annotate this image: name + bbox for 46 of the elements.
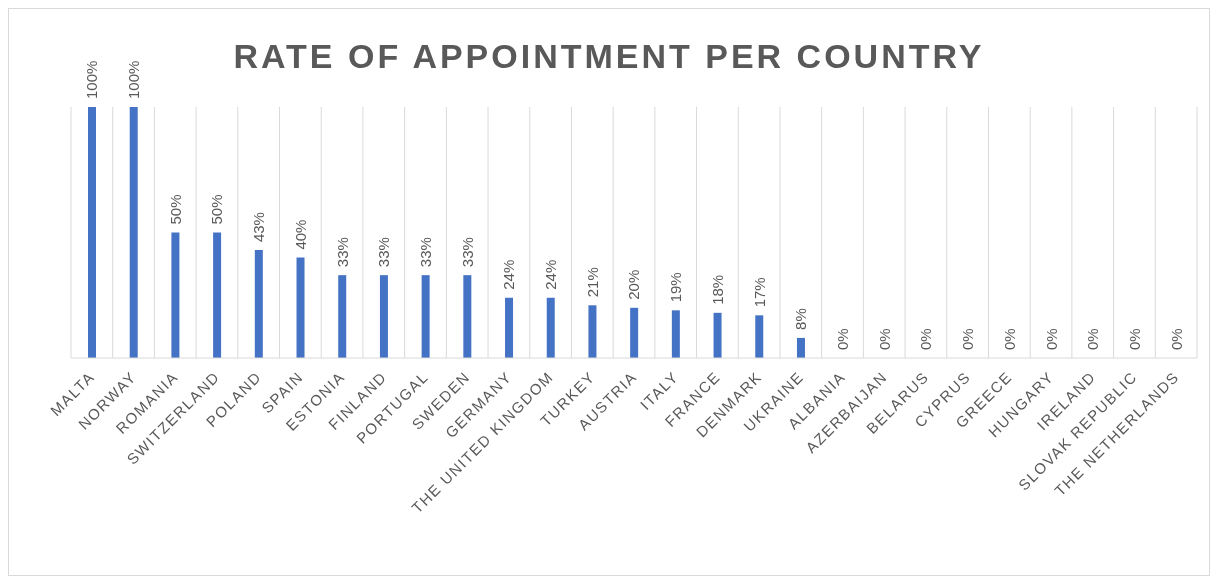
bar (588, 305, 597, 358)
bar (254, 250, 263, 358)
bar (338, 275, 347, 358)
bar (713, 312, 722, 358)
data-label: 8% (792, 308, 810, 330)
bar (671, 310, 680, 358)
data-label: 100% (83, 60, 101, 99)
data-label: 0% (1042, 328, 1060, 350)
data-label: 33% (375, 237, 393, 268)
bar (463, 275, 472, 358)
data-label: 100% (125, 60, 143, 99)
bar (546, 297, 555, 358)
data-label: 43% (250, 212, 268, 243)
data-label: 50% (166, 194, 184, 225)
data-label: 19% (667, 272, 685, 303)
data-label: 24% (542, 259, 560, 290)
bar (129, 107, 138, 358)
bar (421, 275, 430, 358)
bar (796, 337, 805, 358)
data-label: 0% (875, 328, 893, 350)
bar (88, 107, 96, 358)
bar (505, 297, 514, 358)
data-label: 21% (583, 267, 601, 298)
bar (213, 232, 222, 358)
data-label: 24% (500, 259, 518, 290)
data-label: 17% (750, 277, 768, 308)
data-label: 0% (1167, 328, 1185, 350)
data-label: 0% (917, 328, 935, 350)
data-label: 40% (291, 219, 309, 250)
data-label: 33% (416, 237, 434, 268)
data-label: 20% (625, 269, 643, 300)
bar (171, 232, 180, 358)
bar (296, 257, 305, 358)
data-label: 18% (708, 274, 726, 305)
bar (379, 275, 388, 358)
data-label: 0% (1084, 328, 1102, 350)
data-label: 33% (458, 237, 476, 268)
data-label: 33% (333, 237, 351, 268)
data-label: 0% (834, 328, 852, 350)
data-label: 50% (208, 194, 226, 225)
bar (630, 307, 639, 358)
data-label: 0% (1125, 328, 1143, 350)
bar (755, 315, 764, 358)
chart-title: RATE OF APPOINTMENT PER COUNTRY (233, 37, 985, 75)
data-label: 0% (1000, 328, 1018, 350)
data-label: 0% (959, 328, 977, 350)
